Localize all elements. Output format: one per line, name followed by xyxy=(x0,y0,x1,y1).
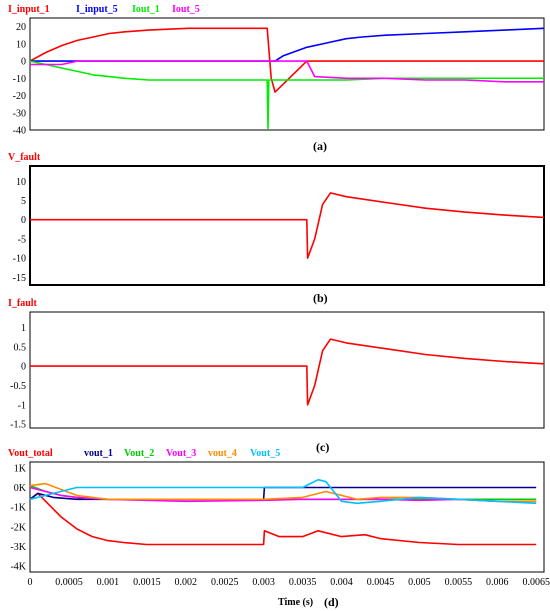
y-tick-label-c-5: -1.5 xyxy=(10,420,26,431)
y-tick-label-a-5: -30 xyxy=(13,108,26,119)
series-line-d-0 xyxy=(29,492,537,546)
x-tick-label-d-1: 0.0005 xyxy=(55,577,83,588)
y-ticks-c: 1 0.5 0 -0.5 -1 -1.5 xyxy=(10,323,26,431)
y-tick-label-c-0: 1 xyxy=(21,323,26,334)
legend-a-3: Iout_5 xyxy=(172,4,200,15)
panel-c: I_fault 1 0.5 0 -0.5 -1 -1.5 (c) xyxy=(8,298,545,454)
legend-a-0: I_input_1 xyxy=(8,4,50,15)
x-tick-label-d-8: 0.004 xyxy=(330,577,353,588)
series-line-d-1 xyxy=(29,486,537,501)
series-line-a-2 xyxy=(29,60,544,130)
y-ticks-d: 1K 0K -1K -2K -3K -4K xyxy=(10,463,26,572)
x-axis-label-d: Time (s) xyxy=(278,597,313,608)
panel-a: I_input_1 I_input_5 Iout_1 Iout_5 20 10 0 -… xyxy=(8,4,545,153)
panel-d: Vout_total vout_1 Vout_2 Vout_3 vout_4 V… xyxy=(8,448,550,609)
y-tick-label-b-5: -15 xyxy=(13,273,26,284)
series-lines-d xyxy=(29,478,537,546)
y-tick-label-d-5: -4K xyxy=(10,562,26,573)
legend-a: I_input_1 I_input_5 Iout_1 Iout_5 xyxy=(8,4,200,15)
y-tick-label-d-0: 1K xyxy=(14,463,27,474)
y-tick-label-a-6: -40 xyxy=(13,126,26,137)
series-line-a-0 xyxy=(29,27,544,93)
legend-d-0: Vout_total xyxy=(8,448,53,459)
y-tick-label-b-4: -10 xyxy=(13,254,26,265)
x-tick-label-d-9: 0.0045 xyxy=(367,577,395,588)
y-tick-label-b-2: 0 xyxy=(21,215,26,226)
caption-a: (a) xyxy=(313,139,327,153)
legend-c-0: I_fault xyxy=(8,298,38,309)
y-tick-label-a-1: 10 xyxy=(16,39,26,50)
x-tick-label-d-5: 0.0025 xyxy=(211,577,239,588)
x-tick-label-d-3: 0.0015 xyxy=(133,577,161,588)
x-tick-label-d-0: 0 xyxy=(28,577,33,588)
caption-d: (d) xyxy=(324,595,339,609)
y-tick-label-c-4: -1 xyxy=(18,400,26,411)
x-tick-label-d-11: 0.0055 xyxy=(445,577,473,588)
plot-area-a xyxy=(29,17,545,131)
legend-a-1: I_input_5 xyxy=(76,4,118,15)
legend-d-1: vout_1 xyxy=(84,448,113,459)
plot-area-d xyxy=(29,461,545,573)
y-tick-label-c-2: 0 xyxy=(21,362,26,373)
legend-d-2: Vout_2 xyxy=(124,448,154,459)
y-tick-label-d-1: 0K xyxy=(14,483,27,494)
caption-c: (c) xyxy=(316,440,329,454)
y-tick-label-b-0: 10 xyxy=(16,177,26,188)
series-line-d-5 xyxy=(29,478,537,505)
y-tick-label-a-4: -20 xyxy=(13,91,26,102)
plot-area-b xyxy=(29,165,545,286)
x-tick-label-d-6: 0.003 xyxy=(252,577,275,588)
x-tick-label-d-10: 0.005 xyxy=(408,577,431,588)
x-tick-label-d-13: 0.0065 xyxy=(522,577,550,588)
series-line-b-0 xyxy=(30,192,545,259)
y-ticks-b: 10 5 0 -5 -10 -15 xyxy=(13,177,26,284)
y-tick-label-c-1: 0.5 xyxy=(14,342,27,353)
legend-a-2: Iout_1 xyxy=(132,4,160,15)
legend-d: Vout_total vout_1 Vout_2 Vout_3 vout_4 V… xyxy=(8,448,280,459)
y-tick-label-c-3: -0.5 xyxy=(10,381,26,392)
y-tick-label-b-1: 5 xyxy=(21,196,26,207)
legend-d-3: Vout_3 xyxy=(166,448,196,459)
caption-b: (b) xyxy=(313,291,328,305)
x-ticks-d: 0 0.0005 0.001 0.0015 0.002 0.0025 0.003 0.0035… xyxy=(28,577,550,588)
y-tick-label-a-3: -10 xyxy=(13,74,26,85)
series-line-c-0 xyxy=(30,338,545,406)
y-tick-label-a-0: 20 xyxy=(16,22,26,33)
plot-area-c xyxy=(29,311,545,429)
panel-b: V_fault 10 5 0 -5 -10 -15 (b) xyxy=(8,152,545,305)
x-tick-label-d-12: 0.006 xyxy=(486,577,509,588)
series-lines-b xyxy=(30,192,545,259)
y-tick-label-d-2: -1K xyxy=(10,503,26,514)
series-lines-c xyxy=(30,338,545,406)
y-ticks-a: 20 10 0 -10 -20 -30 -40 xyxy=(13,22,26,136)
y-tick-label-d-4: -3K xyxy=(10,542,26,553)
y-tick-label-a-2: 0 xyxy=(21,57,26,68)
series-line-a-3 xyxy=(30,60,544,83)
legend-b-0: V_fault xyxy=(8,152,41,163)
x-tick-label-d-2: 0.001 xyxy=(97,577,120,588)
series-lines-a xyxy=(29,27,545,130)
x-tick-label-d-7: 0.0035 xyxy=(289,577,317,588)
y-tick-label-b-3: -5 xyxy=(18,234,26,245)
y-tick-label-d-3: -2K xyxy=(10,522,26,533)
x-tick-label-d-4: 0.002 xyxy=(175,577,198,588)
legend-d-4: vout_4 xyxy=(208,448,237,459)
legend-d-5: Vout_5 xyxy=(250,448,280,459)
